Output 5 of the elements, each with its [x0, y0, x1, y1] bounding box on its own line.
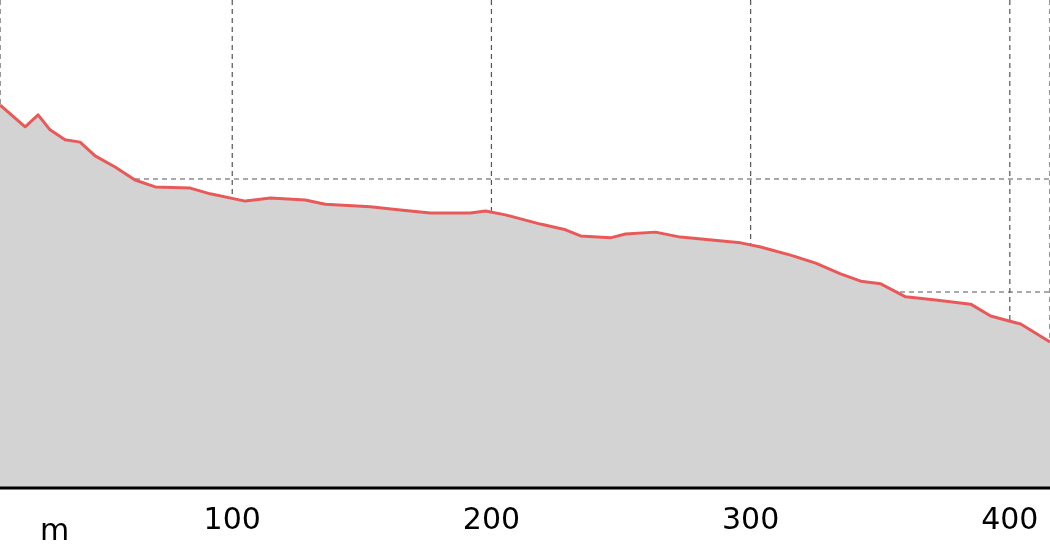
x-tick-label: 100	[203, 501, 261, 537]
x-axis-title: m	[40, 512, 70, 547]
x-tick-label: 400	[981, 501, 1039, 537]
x-tick-label: 300	[722, 501, 780, 537]
x-tick-label: 200	[462, 501, 521, 537]
